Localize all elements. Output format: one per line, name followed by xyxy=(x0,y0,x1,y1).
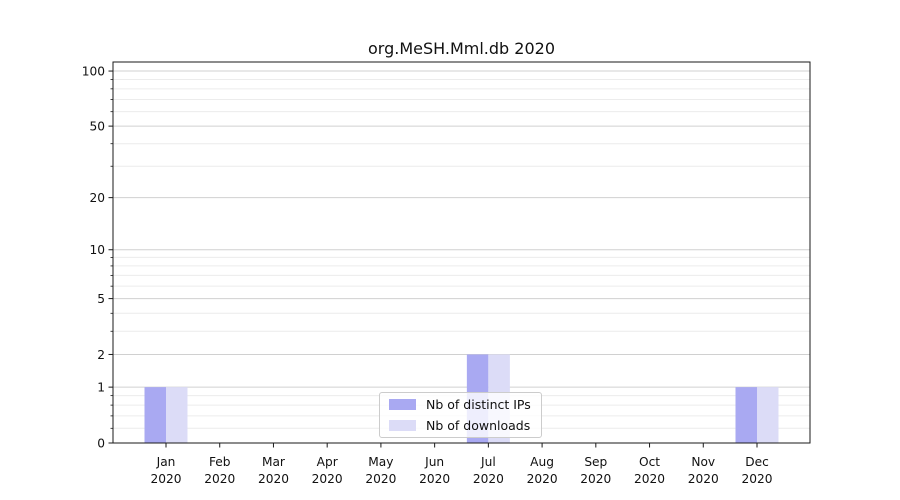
y-tick-label: 10 xyxy=(89,243,105,257)
y-tick-label: 20 xyxy=(89,191,105,205)
y-tick-label: 100 xyxy=(82,64,105,78)
x-tick-label: Aug 2020 xyxy=(527,455,558,486)
x-tick-label: Nov 2020 xyxy=(688,455,719,486)
legend-item: Nb of downloads xyxy=(389,415,541,436)
x-tick-label: Oct 2020 xyxy=(634,455,665,486)
x-axis: Jan 2020 Feb 2020 Mar 2020 Apr 2020 May 2020 Jun 20… xyxy=(150,443,773,486)
x-tick-label: Jun 2020 xyxy=(419,455,450,486)
gridlines-minor xyxy=(113,78,810,429)
legend: Nb of distinct IPs Nb of downloads xyxy=(379,392,542,438)
y-tick-label: 50 xyxy=(89,119,105,133)
x-tick-label: Jan 2020 xyxy=(150,455,181,486)
y-tick-label: 1 xyxy=(97,380,105,394)
legend-label: Nb of distinct IPs xyxy=(426,397,531,412)
y-tick-label: 2 xyxy=(97,348,105,362)
y-tick-label: 0 xyxy=(97,436,105,450)
gridlines-major xyxy=(113,70,810,388)
bar xyxy=(166,387,188,443)
legend-label: Nb of downloads xyxy=(426,418,531,433)
x-tick-label: Apr 2020 xyxy=(312,455,343,486)
x-tick-label: Mar 2020 xyxy=(258,455,289,486)
y-axis: 0 1 2 5 10 20 50 100 xyxy=(82,64,113,450)
legend-item: Nb of distinct IPs xyxy=(389,394,541,415)
x-tick-label: Feb 2020 xyxy=(204,455,235,486)
x-tick-label: Jul 2020 xyxy=(473,455,504,486)
legend-swatch xyxy=(389,399,416,410)
x-tick-label: Dec 2020 xyxy=(741,455,772,486)
chart-title: org.MeSH.Mml.db 2020 xyxy=(368,39,555,58)
y-tick-label: 5 xyxy=(97,292,105,306)
bar xyxy=(144,387,166,443)
x-tick-label: Sep 2020 xyxy=(580,455,611,486)
plot-border xyxy=(112,61,811,444)
legend-swatch xyxy=(389,420,416,431)
x-tick-label: May 2020 xyxy=(365,455,396,486)
bar xyxy=(735,387,757,443)
bar xyxy=(757,387,779,443)
